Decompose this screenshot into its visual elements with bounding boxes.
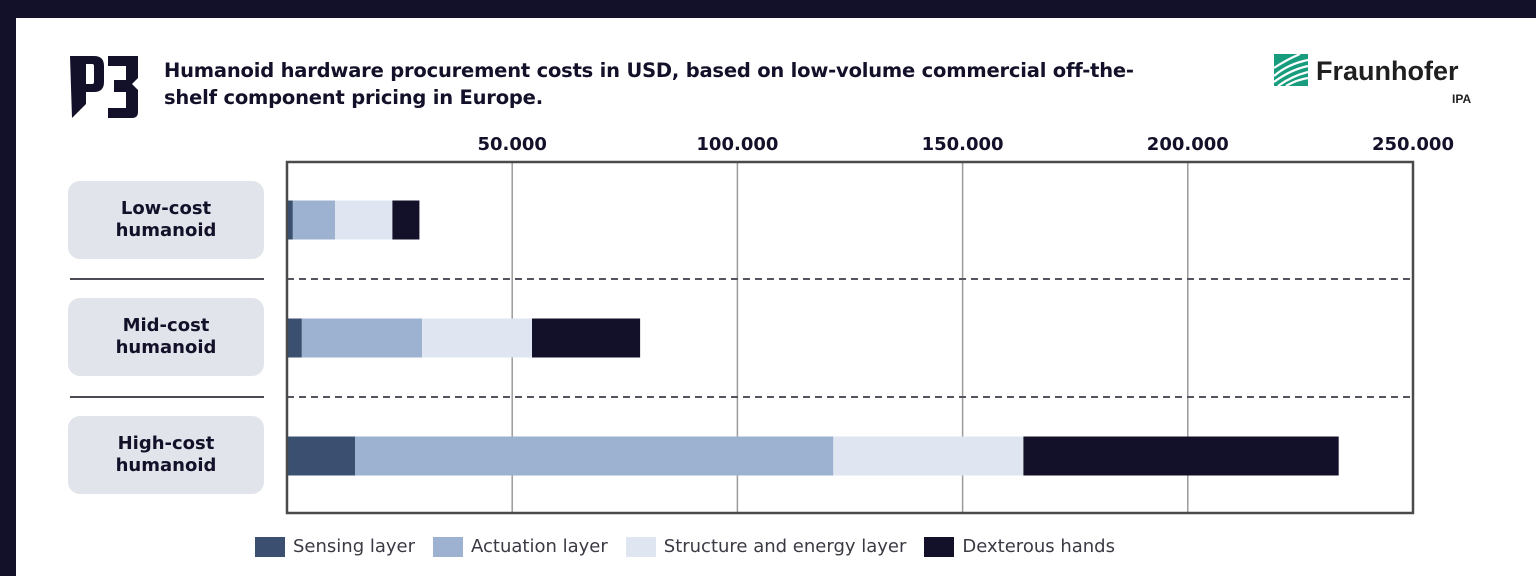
chart-title: Humanoid hardware procurement costs in U… [164,57,1254,111]
legend-item-structure: Structure and energy layer [625,536,907,557]
x-tick-label: 150.000 [922,134,1004,155]
legend-swatch-actuation [433,536,464,557]
legend-item-sensing: Sensing layer [255,536,415,557]
bar-segment-structure-and-energy-layer [335,200,393,240]
plot-frame [285,160,1415,515]
brand-name: Fraunhofer [1316,56,1459,86]
bar-segment-structure-and-energy-layer [422,318,533,358]
bar-segment-dexterous-hands [1023,436,1339,476]
legend-swatch-structure [625,536,656,557]
bar-segment-sensing-layer [287,200,293,240]
bar-segment-sensing-layer [287,318,302,358]
category-label-mid: Mid-cost humanoid [68,298,264,376]
bar-segment-actuation-layer [301,318,423,358]
p3-logo [70,56,138,118]
category-label-line: humanoid [115,337,217,358]
bar-segment-sensing-layer [287,436,356,476]
legend-item-actuation: Actuation layer [433,536,608,557]
category-label-line: High-cost [117,433,215,454]
chart-card [16,18,1536,576]
title-line-1: Humanoid hardware procurement costs in U… [164,59,1134,82]
bar-segment-actuation-layer [355,436,834,476]
category-label-low: Low-cost humanoid [68,181,264,259]
title-line-2: shelf component pricing in Europe. [164,86,543,109]
legend-swatch-hands [924,536,955,557]
category-label-line: Low-cost [120,198,212,219]
legend-swatch-sensing [255,536,285,557]
x-tick-label: 50.000 [477,134,546,155]
fraunhofer-logo: Fraunhofer IPA [1274,52,1484,112]
bar-segment-structure-and-energy-layer [833,436,1024,476]
category-label-line: humanoid [115,455,217,476]
legend-item-hands: Dexterous hands [924,536,1115,557]
brand-subtitle: IPA [1452,92,1472,106]
legend-label: Actuation layer [471,536,608,557]
fraunhofer-mark-icon [1274,54,1308,86]
bar-segment-actuation-layer [292,200,336,240]
bar-segment-dexterous-hands [392,200,420,240]
x-tick-label: 200.000 [1147,134,1229,155]
legend-label: Structure and energy layer [663,536,907,557]
legend: Sensing layer Actuation layer Structure … [255,536,1133,557]
x-tick-label: 100.000 [696,134,778,155]
legend-label: Sensing layer [293,536,416,557]
category-separator [70,278,264,280]
category-label-line: humanoid [115,220,217,241]
x-tick-label: 250.000 [1372,134,1454,155]
bar-segment-dexterous-hands [532,318,641,358]
category-label-high: High-cost humanoid [68,416,264,494]
legend-label: Dexterous hands [962,536,1115,557]
category-label-line: Mid-cost [122,315,210,336]
category-separator [70,396,264,398]
